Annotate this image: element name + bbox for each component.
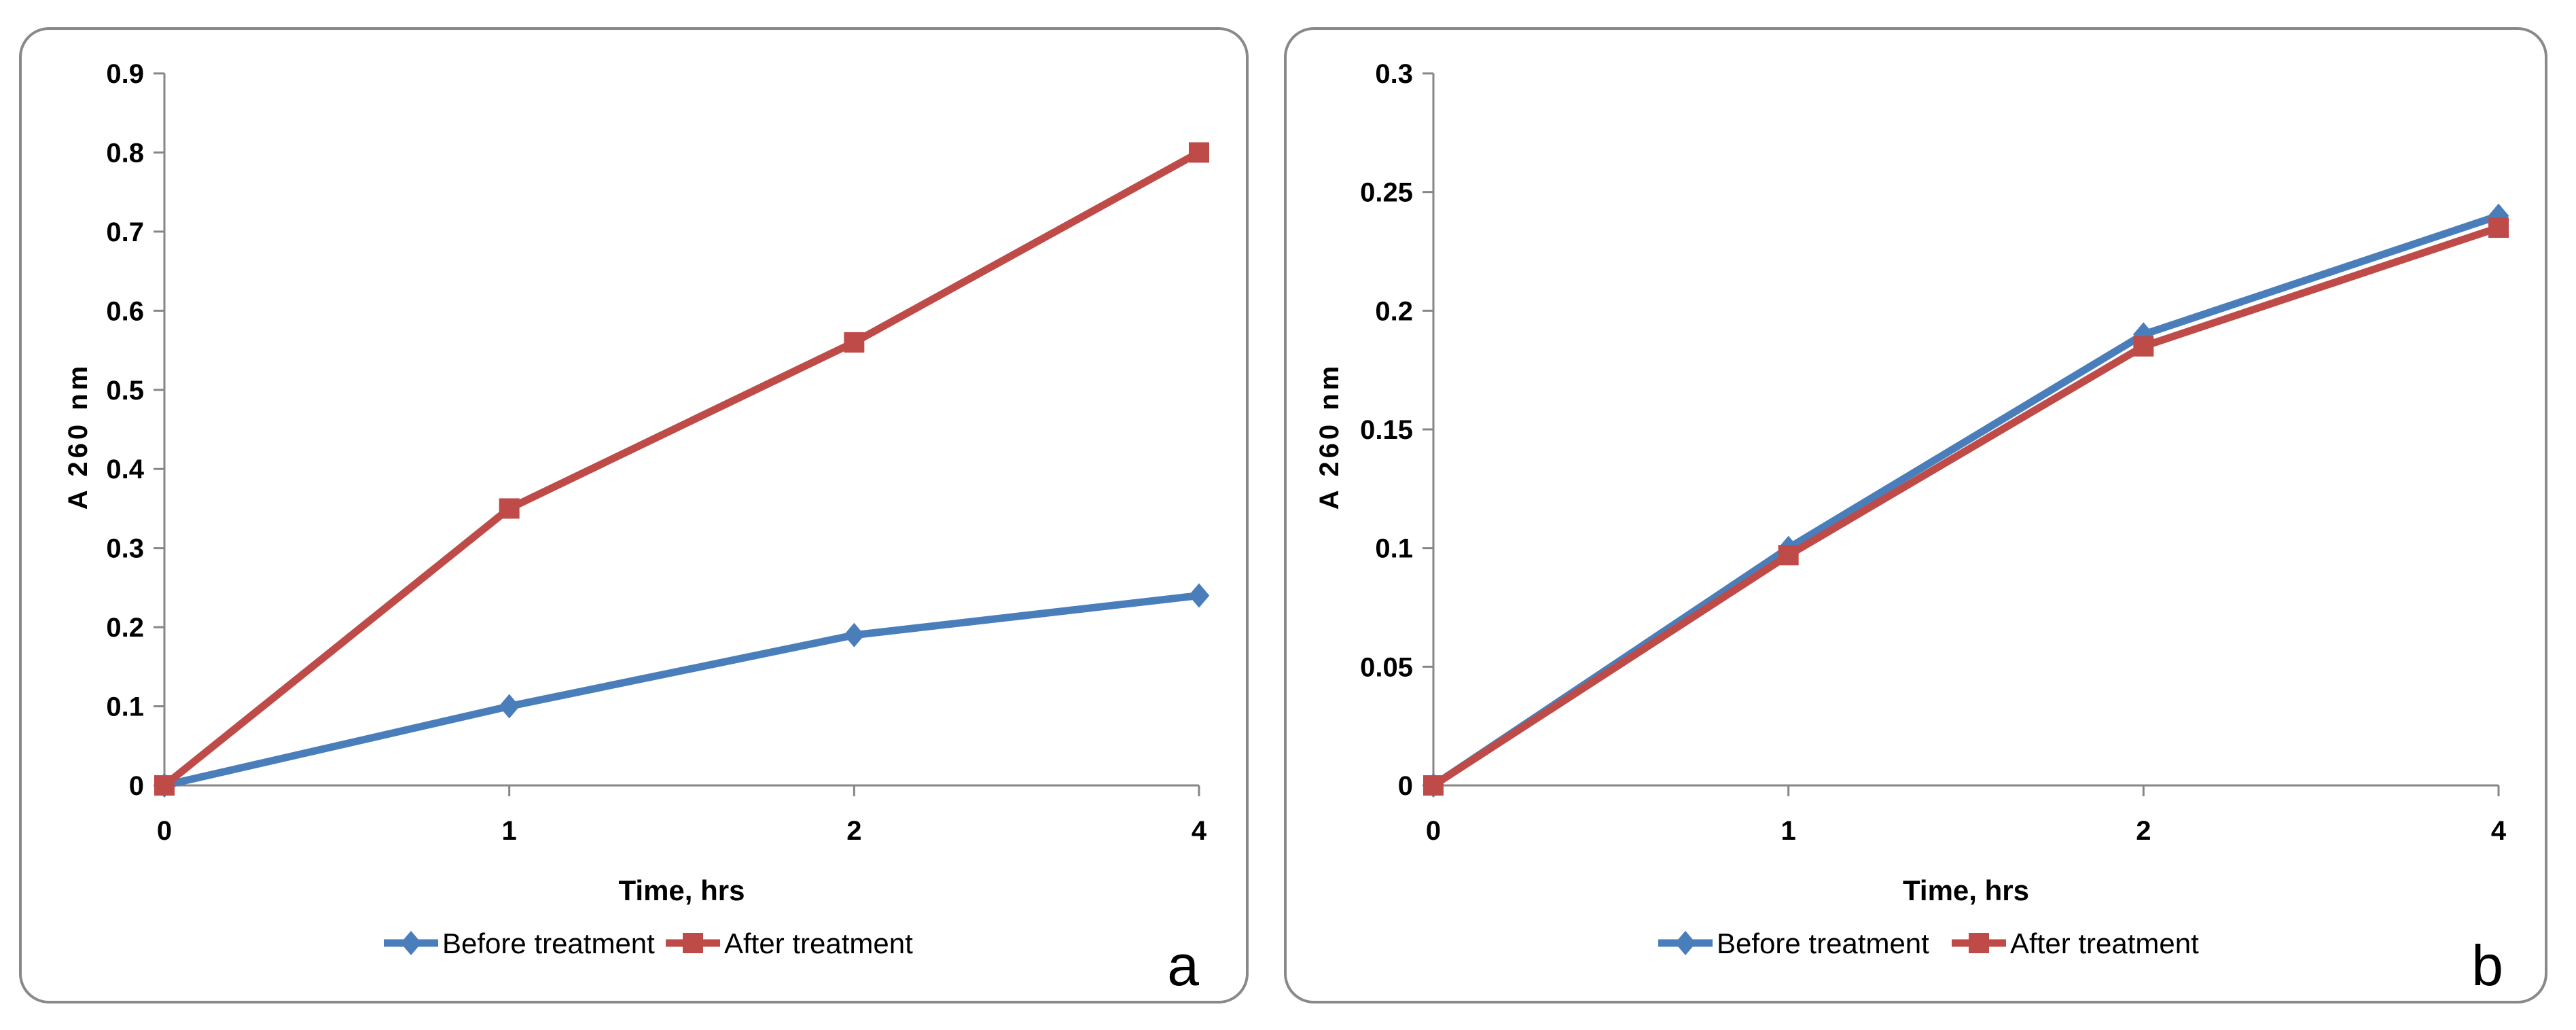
y-axis-title: A 260 nm [1314,363,1344,510]
data-point-before [499,694,520,719]
panel-label: a [1167,934,1199,997]
chart-panel-a: 0 0.1 0.2 0.3 0.4 0.5 0.6 0.7 0.8 0.9 0 1 2 4 Time, hr… [19,27,1249,1004]
y-tick-label: 0.8 [106,138,144,168]
data-point-after [2133,336,2154,357]
y-tick-label: 0.6 [106,296,144,326]
y-tick-label: 0 [129,771,144,801]
chart-frame [19,27,1249,1004]
y-tick-label: 0.05 [1360,652,1413,682]
data-point-after [844,332,865,353]
y-tick-label: 0.3 [1375,59,1413,89]
legend-marker-before [1675,931,1696,955]
x-axis-title: Time, hrs [619,874,745,906]
y-tick-label: 0.9 [106,59,144,89]
legend-label-after: After treatment [2010,927,2199,959]
y-tick-label: 0.7 [106,217,144,247]
legend-label-before: Before treatment [442,927,655,959]
x-tick-label: 2 [846,816,861,846]
data-point-before [1188,583,1210,608]
y-tick-label: 0.15 [1360,415,1413,445]
data-point-after [499,498,520,519]
legend-label-before: Before treatment [1717,927,1929,959]
y-tick-label: 0.3 [106,534,144,564]
panel-label: b [2471,934,2503,997]
chart-panel-b: 0 0.05 0.1 0.15 0.2 0.25 0.3 0 1 2 4 Time, hrs A 260… [1284,27,2547,1004]
y-tick-label: 0.25 [1360,178,1413,208]
series-line-before [160,592,1203,789]
y-tick-label: 0.1 [1375,534,1413,564]
data-point-after [154,775,175,796]
y-tick-label: 0.1 [106,692,144,722]
y-tick-label: 0.4 [106,455,144,484]
data-point-after [1189,142,1209,163]
x-tick-label: 1 [1781,816,1796,846]
data-point-after [1778,545,1799,566]
y-tick-label: 0.2 [1375,296,1413,326]
x-tick-label: 1 [502,816,517,846]
legend-marker-after [1969,933,1989,953]
y-tick-label: 0 [1398,771,1413,801]
series-line-after [1429,224,2503,789]
legend-label-after: After treatment [724,927,913,959]
series-line-after [160,148,1203,789]
y-axis-title: A 260 nm [63,363,93,510]
data-point-after [1423,775,1444,796]
data-point-before [844,622,865,647]
chart-frame [1284,27,2547,1004]
x-axis-title: Time, hrs [1903,874,2029,906]
y-tick-label: 0.2 [106,613,144,643]
y-tick-label: 0.5 [106,376,144,406]
data-point-after [2488,217,2509,238]
x-tick-label: 4 [2491,816,2507,846]
x-tick-label: 0 [157,816,172,846]
x-tick-label: 2 [2136,816,2151,846]
legend-marker-after [683,933,703,953]
x-tick-label: 0 [1426,816,1441,846]
x-tick-label: 4 [1192,816,1207,846]
legend-marker-before [400,931,422,955]
